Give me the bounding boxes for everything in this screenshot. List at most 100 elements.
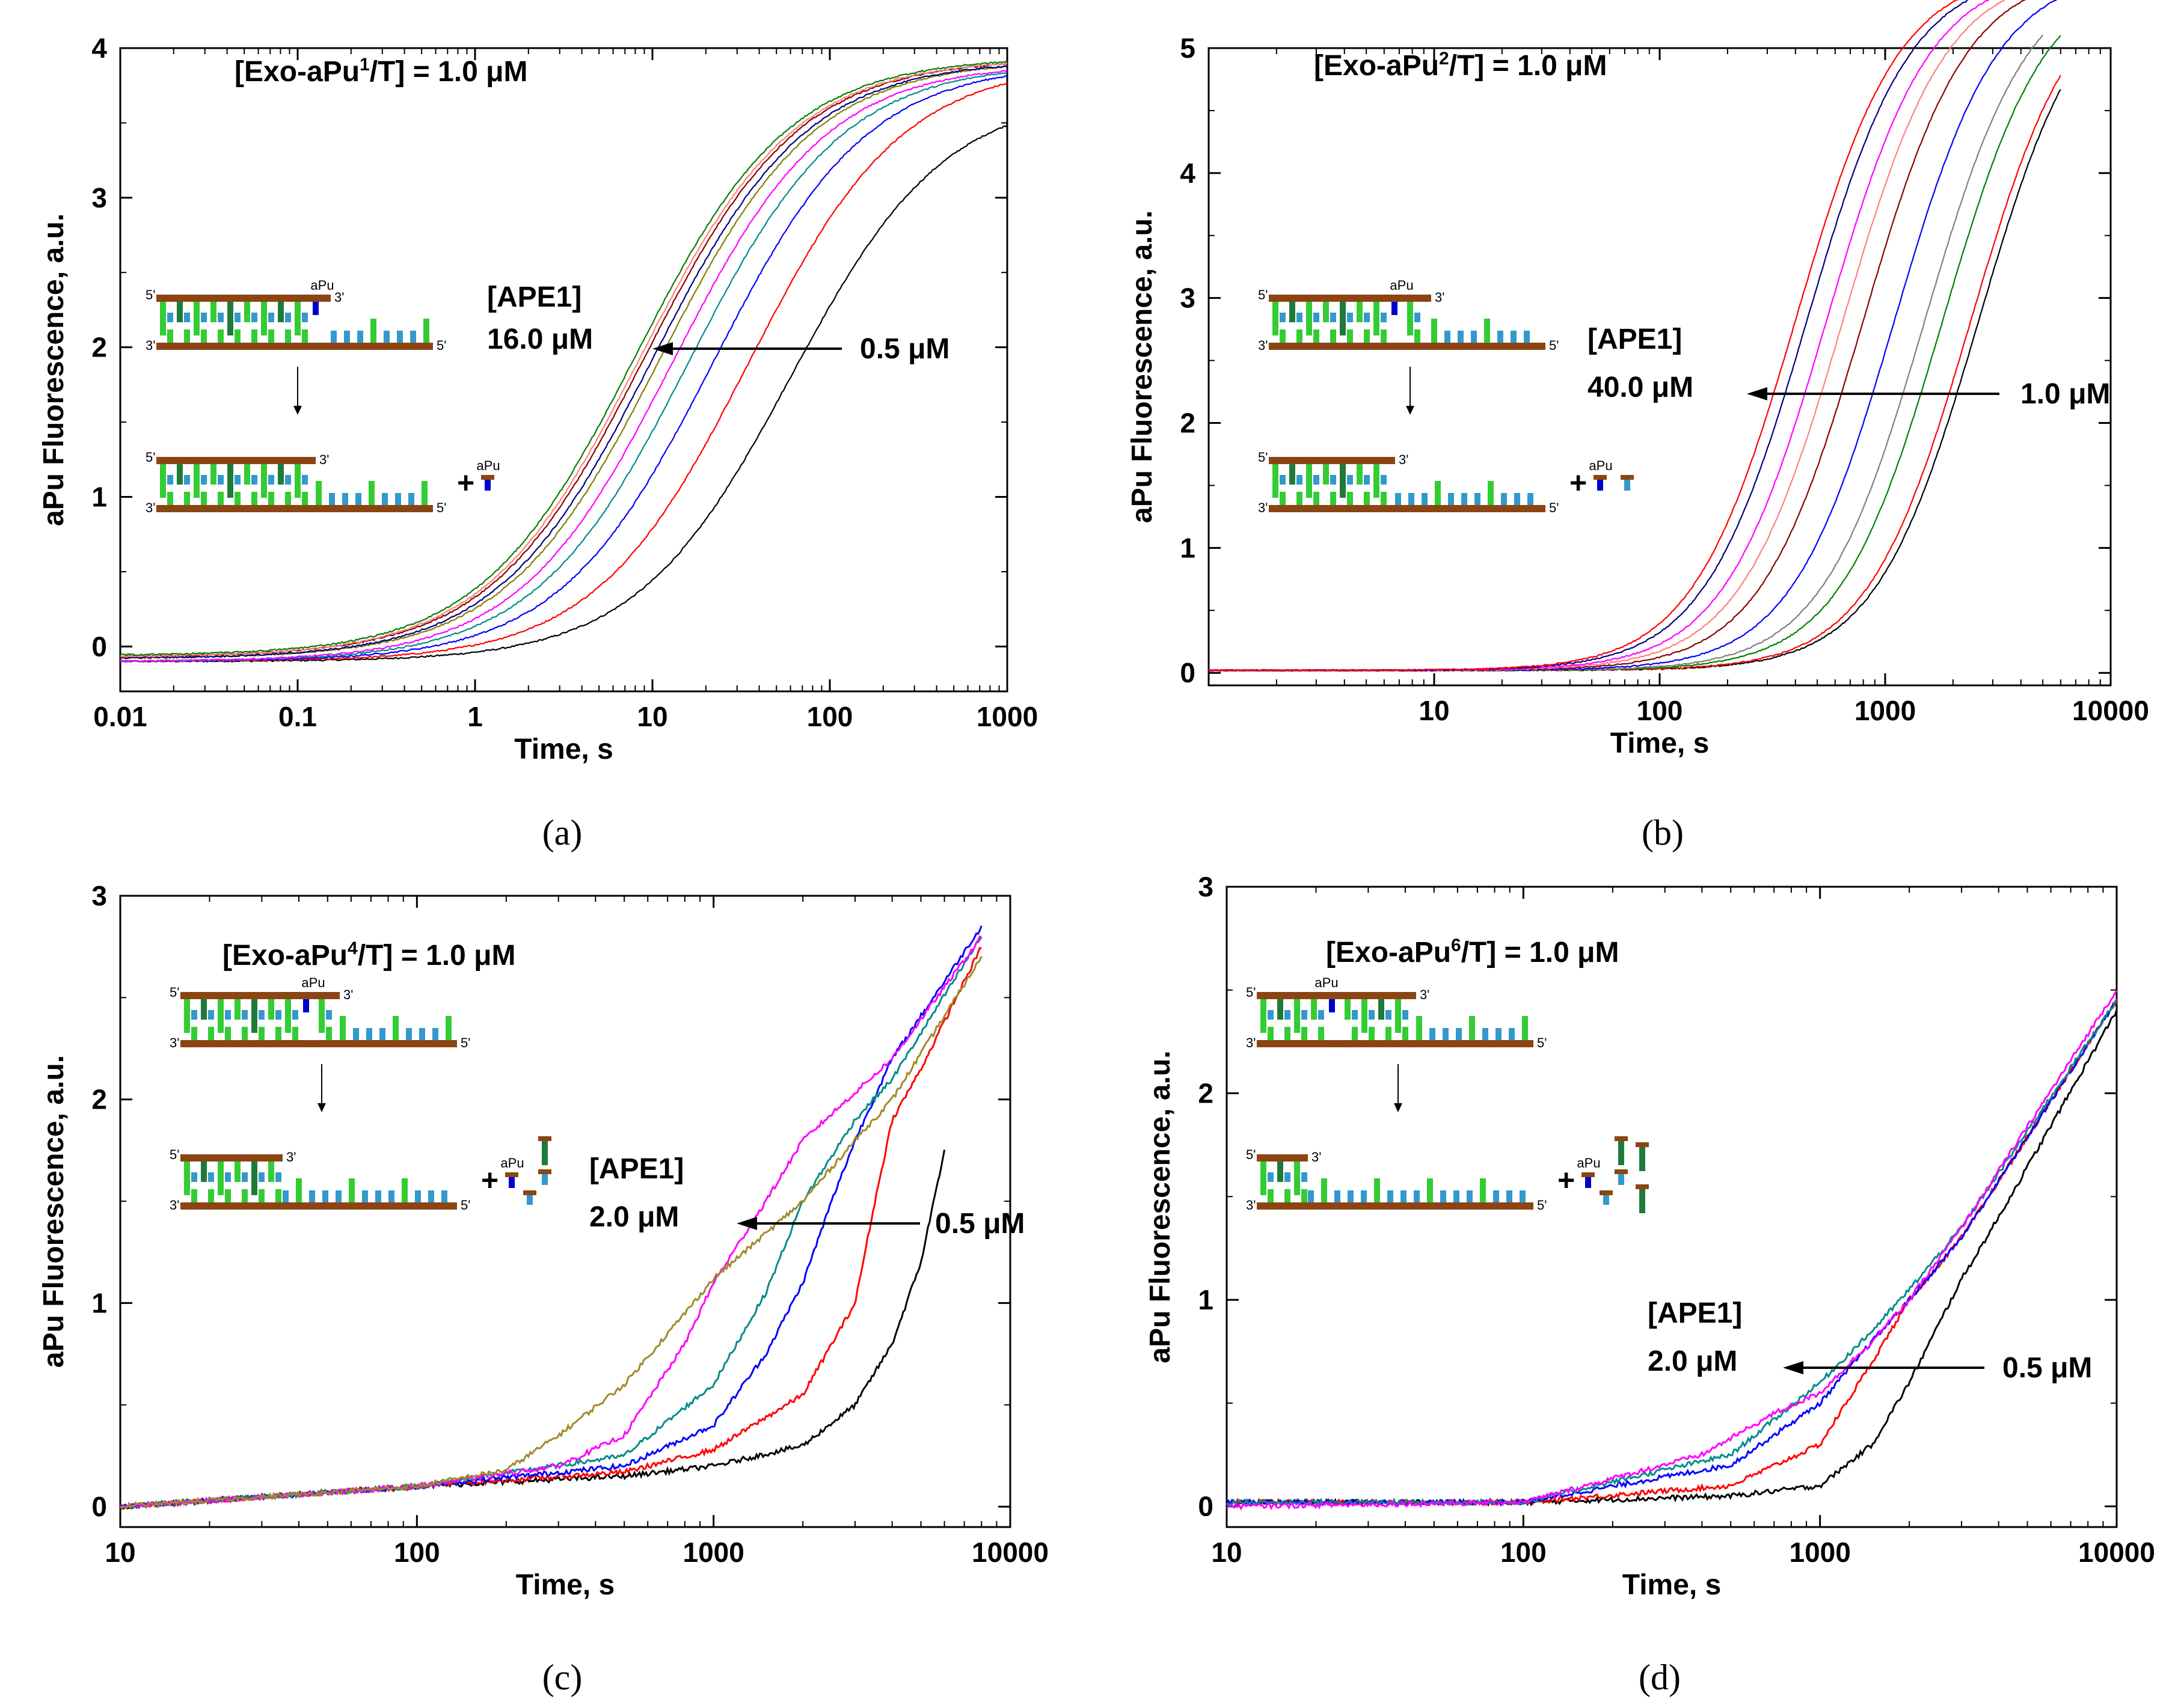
series-line-1 xyxy=(120,82,1008,663)
base-pair xyxy=(251,475,257,485)
product-base xyxy=(1639,1189,1645,1213)
chart-title: [Exo-aPu6/T] = 1.0 μM xyxy=(1326,935,1619,969)
apu-base xyxy=(303,999,309,1012)
single-strand-base xyxy=(309,1190,315,1202)
x-tick-label: 1000 xyxy=(977,701,1038,732)
base-pair xyxy=(1284,1010,1290,1020)
base-pair xyxy=(191,1189,197,1202)
base-pair xyxy=(292,1027,298,1040)
base-pair xyxy=(235,999,241,1020)
x-tick-label: 10 xyxy=(105,1537,135,1568)
base-pair xyxy=(1347,492,1353,505)
base-pair xyxy=(1306,302,1312,335)
annotation-arrowhead xyxy=(652,342,673,355)
y-tick-label: 3 xyxy=(1180,283,1195,314)
apu-base xyxy=(1329,999,1335,1012)
annotation-arrowhead xyxy=(1783,1361,1803,1374)
base-pair xyxy=(1414,329,1420,343)
base-pair xyxy=(1352,1010,1358,1020)
base-pair xyxy=(268,475,274,485)
strand-end-label: 3' xyxy=(1399,452,1408,467)
single-strand-base xyxy=(1435,481,1441,505)
base-pair xyxy=(201,999,207,1020)
base-pair xyxy=(242,1010,248,1020)
base-pair xyxy=(1323,464,1329,485)
x-tick-label: 1 xyxy=(467,701,483,732)
single-strand-base xyxy=(388,1190,394,1202)
base-pair xyxy=(1296,329,1302,343)
annotation-high: 2.0 μM xyxy=(589,1201,679,1233)
single-strand-base xyxy=(1400,1190,1406,1202)
base-pair xyxy=(1294,999,1300,1033)
base-pair xyxy=(1381,492,1387,505)
base-pair xyxy=(259,1027,265,1040)
base-pair xyxy=(1323,302,1329,322)
product-nucleotide xyxy=(505,1172,518,1177)
base-pair xyxy=(1280,313,1286,322)
base-pair xyxy=(1268,1189,1274,1202)
annotation-label: [APE1] xyxy=(1587,323,1682,355)
single-strand-base xyxy=(384,331,390,343)
series-line-5 xyxy=(120,955,983,1510)
strand-end-label: 3' xyxy=(1246,1035,1256,1050)
strand-end-label: 3' xyxy=(146,500,155,515)
title-superscript: 2 xyxy=(1439,49,1449,69)
base-pair xyxy=(275,1189,281,1202)
apu-base xyxy=(313,302,319,315)
base-pair xyxy=(235,492,241,505)
base-pair xyxy=(184,999,190,1033)
base-pair xyxy=(167,492,173,505)
base-pair xyxy=(1277,999,1283,1020)
plot-frame xyxy=(1207,47,2112,687)
single-strand-base xyxy=(1387,1190,1393,1202)
x-tick-label: 100 xyxy=(1637,695,1683,726)
base-pair xyxy=(302,313,308,322)
base-pair xyxy=(285,475,291,485)
apu-label: aPu xyxy=(310,278,334,293)
single-strand-base xyxy=(428,1190,434,1202)
series-line-5 xyxy=(120,65,1008,660)
base-pair xyxy=(160,302,166,335)
single-strand-base xyxy=(423,319,429,343)
base-pair xyxy=(1301,1027,1307,1040)
base-pair xyxy=(1301,1172,1307,1182)
strand-end-label: 3' xyxy=(146,338,155,353)
base-pair xyxy=(1361,999,1367,1033)
series-line-2 xyxy=(120,75,1008,663)
top-strand xyxy=(156,295,331,302)
strand-end-label: 5' xyxy=(1549,500,1559,515)
base-pair xyxy=(244,464,250,485)
strand-end-label: 5' xyxy=(1537,1035,1547,1050)
strand-end-label: 3' xyxy=(1435,290,1444,305)
base-pair xyxy=(235,313,241,322)
x-tick-label: 1000 xyxy=(683,1537,744,1568)
base-pair xyxy=(1313,329,1319,343)
single-strand-base xyxy=(1467,1190,1473,1202)
y-tick-label: 2 xyxy=(91,1084,107,1115)
base-pair xyxy=(201,329,207,343)
y-tick-label: 1 xyxy=(91,482,107,513)
y-tick-label: 3 xyxy=(91,880,107,911)
series-line-8 xyxy=(120,62,1008,658)
single-strand-base xyxy=(1506,1190,1512,1202)
base-pair xyxy=(1357,464,1363,485)
base-pair xyxy=(251,313,257,322)
base-pair xyxy=(208,1172,214,1182)
base-pair xyxy=(251,999,257,1033)
panel-label: (d) xyxy=(1639,1657,1681,1697)
top-strand xyxy=(180,1154,283,1162)
single-strand-base xyxy=(1422,493,1428,505)
strand-end-label: 5' xyxy=(1246,985,1256,1000)
title-superscript: 6 xyxy=(1451,935,1461,955)
base-pair xyxy=(1330,329,1336,343)
x-tick-label: 10000 xyxy=(2072,695,2149,726)
single-strand-base xyxy=(382,493,388,505)
base-pair xyxy=(326,1010,332,1020)
base-pair xyxy=(218,475,224,485)
product-base xyxy=(1639,1147,1645,1171)
single-strand-base xyxy=(283,1190,289,1202)
base-pair xyxy=(194,464,200,498)
strand-end-label: 3' xyxy=(1258,338,1268,353)
chart-panel-a: 0.01 0.1 1 10 100 1000 0 1 2 3 4 Time, s aPu Fluores… xyxy=(38,32,1038,852)
